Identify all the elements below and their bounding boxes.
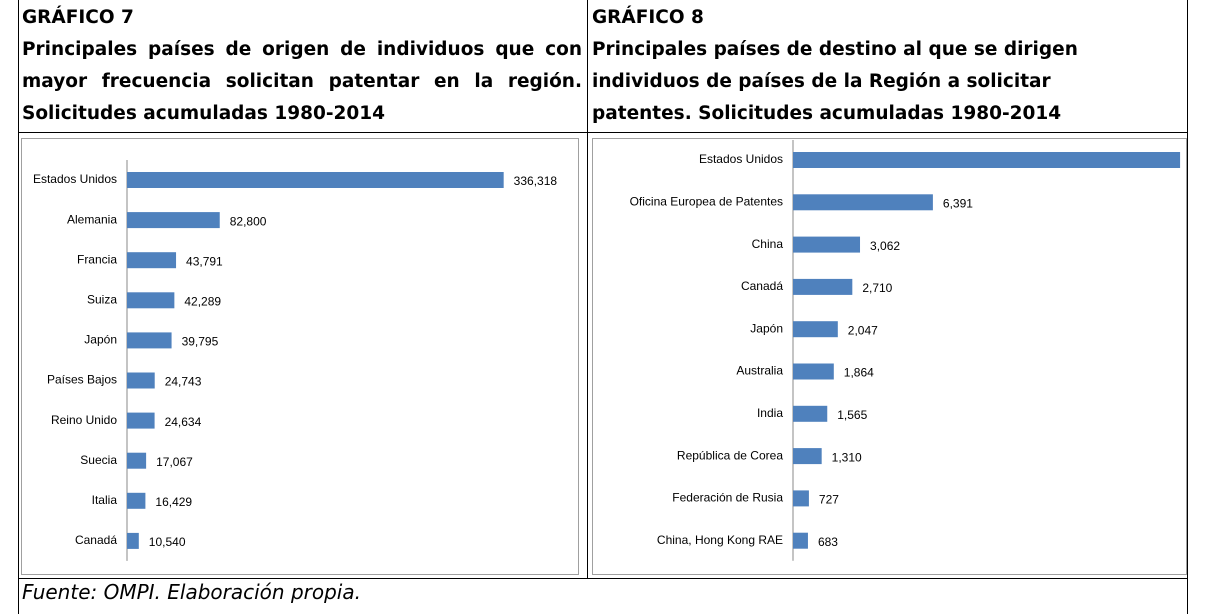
value-label: 43,791 — [186, 254, 223, 268]
header: GRÁFICO 7 Principales países de origen d… — [22, 2, 582, 130]
header: GRÁFICO 8 Principales países de destino … — [592, 2, 1152, 130]
bar — [793, 236, 861, 253]
value-label: 683 — [818, 535, 838, 549]
category-label: Canadá — [75, 533, 117, 547]
bar — [793, 363, 834, 380]
bar — [127, 292, 175, 309]
category-label: Suecia — [80, 453, 117, 467]
chart: Estados Unidos17,684Oficina Europea de P… — [592, 138, 1187, 575]
category-label: Alemania — [67, 212, 117, 226]
value-label: 6,391 — [943, 196, 973, 210]
value-label: 24,634 — [165, 415, 202, 429]
bar — [127, 412, 155, 429]
border — [18, 0, 19, 614]
category-label: Japón — [750, 321, 783, 335]
value-label: 1,864 — [844, 366, 874, 380]
category-label: Suiza — [87, 292, 117, 306]
bar — [127, 452, 147, 469]
source: Fuente: OMPI. Elaboración propia. — [22, 580, 361, 604]
category-label: Federación de Rusia — [672, 491, 783, 505]
bar — [793, 152, 1181, 168]
bar — [127, 332, 172, 349]
bar — [127, 532, 139, 549]
bar — [127, 252, 177, 269]
value-label: 2,047 — [848, 323, 878, 337]
chart-label: GRÁFICO 8 — [592, 7, 704, 28]
value-label: 16,429 — [155, 495, 192, 509]
bar — [793, 194, 933, 211]
bar — [793, 490, 809, 507]
category-label: República de Corea — [677, 448, 783, 462]
bar — [793, 448, 822, 465]
category-label: Estados Unidos — [33, 172, 117, 186]
bar — [127, 172, 504, 188]
value-label: 1,565 — [837, 408, 867, 422]
category-label: China — [752, 237, 784, 251]
bar — [127, 372, 155, 389]
category-label: Países Bajos — [47, 373, 117, 387]
bar — [793, 321, 838, 338]
category-label: Italia — [92, 493, 118, 507]
chart: Estados Unidos 336,318 Alemania 82,800 Franc… — [21, 138, 579, 575]
value-label: 727 — [819, 493, 839, 507]
border — [18, 132, 1188, 133]
chart-title: Principales países de destino al que se … — [592, 39, 1078, 124]
category-label: Francia — [77, 252, 117, 266]
category-label: Japón — [84, 333, 117, 347]
value-label: 39,795 — [182, 335, 219, 349]
category-label: China, Hong Kong RAE — [657, 533, 783, 547]
bar — [127, 492, 146, 509]
value-label: 24,743 — [165, 375, 202, 389]
chart-label: GRÁFICO 7 — [22, 7, 134, 28]
border — [587, 0, 588, 578]
value-label: 2,710 — [862, 281, 892, 295]
border — [1187, 0, 1188, 614]
category-label: Reino Unido — [51, 413, 117, 427]
plot-frame — [21, 138, 579, 575]
border — [18, 578, 1188, 579]
category-label: India — [757, 406, 783, 420]
category-label: Canadá — [741, 279, 783, 293]
bar — [793, 405, 828, 422]
value-label: 82,800 — [230, 214, 267, 228]
value-label: 1,310 — [832, 450, 862, 464]
bar — [127, 212, 220, 229]
plot-frame — [592, 138, 1187, 575]
bar — [793, 278, 853, 295]
category-label: Oficina Europea de Patentes — [630, 194, 783, 208]
value-label: 17,067 — [156, 455, 193, 469]
value-label: 336,318 — [514, 174, 558, 188]
value-label: 10,540 — [149, 535, 186, 549]
category-label: Australia — [736, 364, 783, 378]
value-label: 42,289 — [184, 294, 221, 308]
value-label: 3,062 — [870, 239, 900, 253]
chart-title: Principales países de origen de individu… — [22, 39, 582, 124]
category-label: Estados Unidos — [699, 152, 783, 166]
bar — [793, 532, 808, 549]
